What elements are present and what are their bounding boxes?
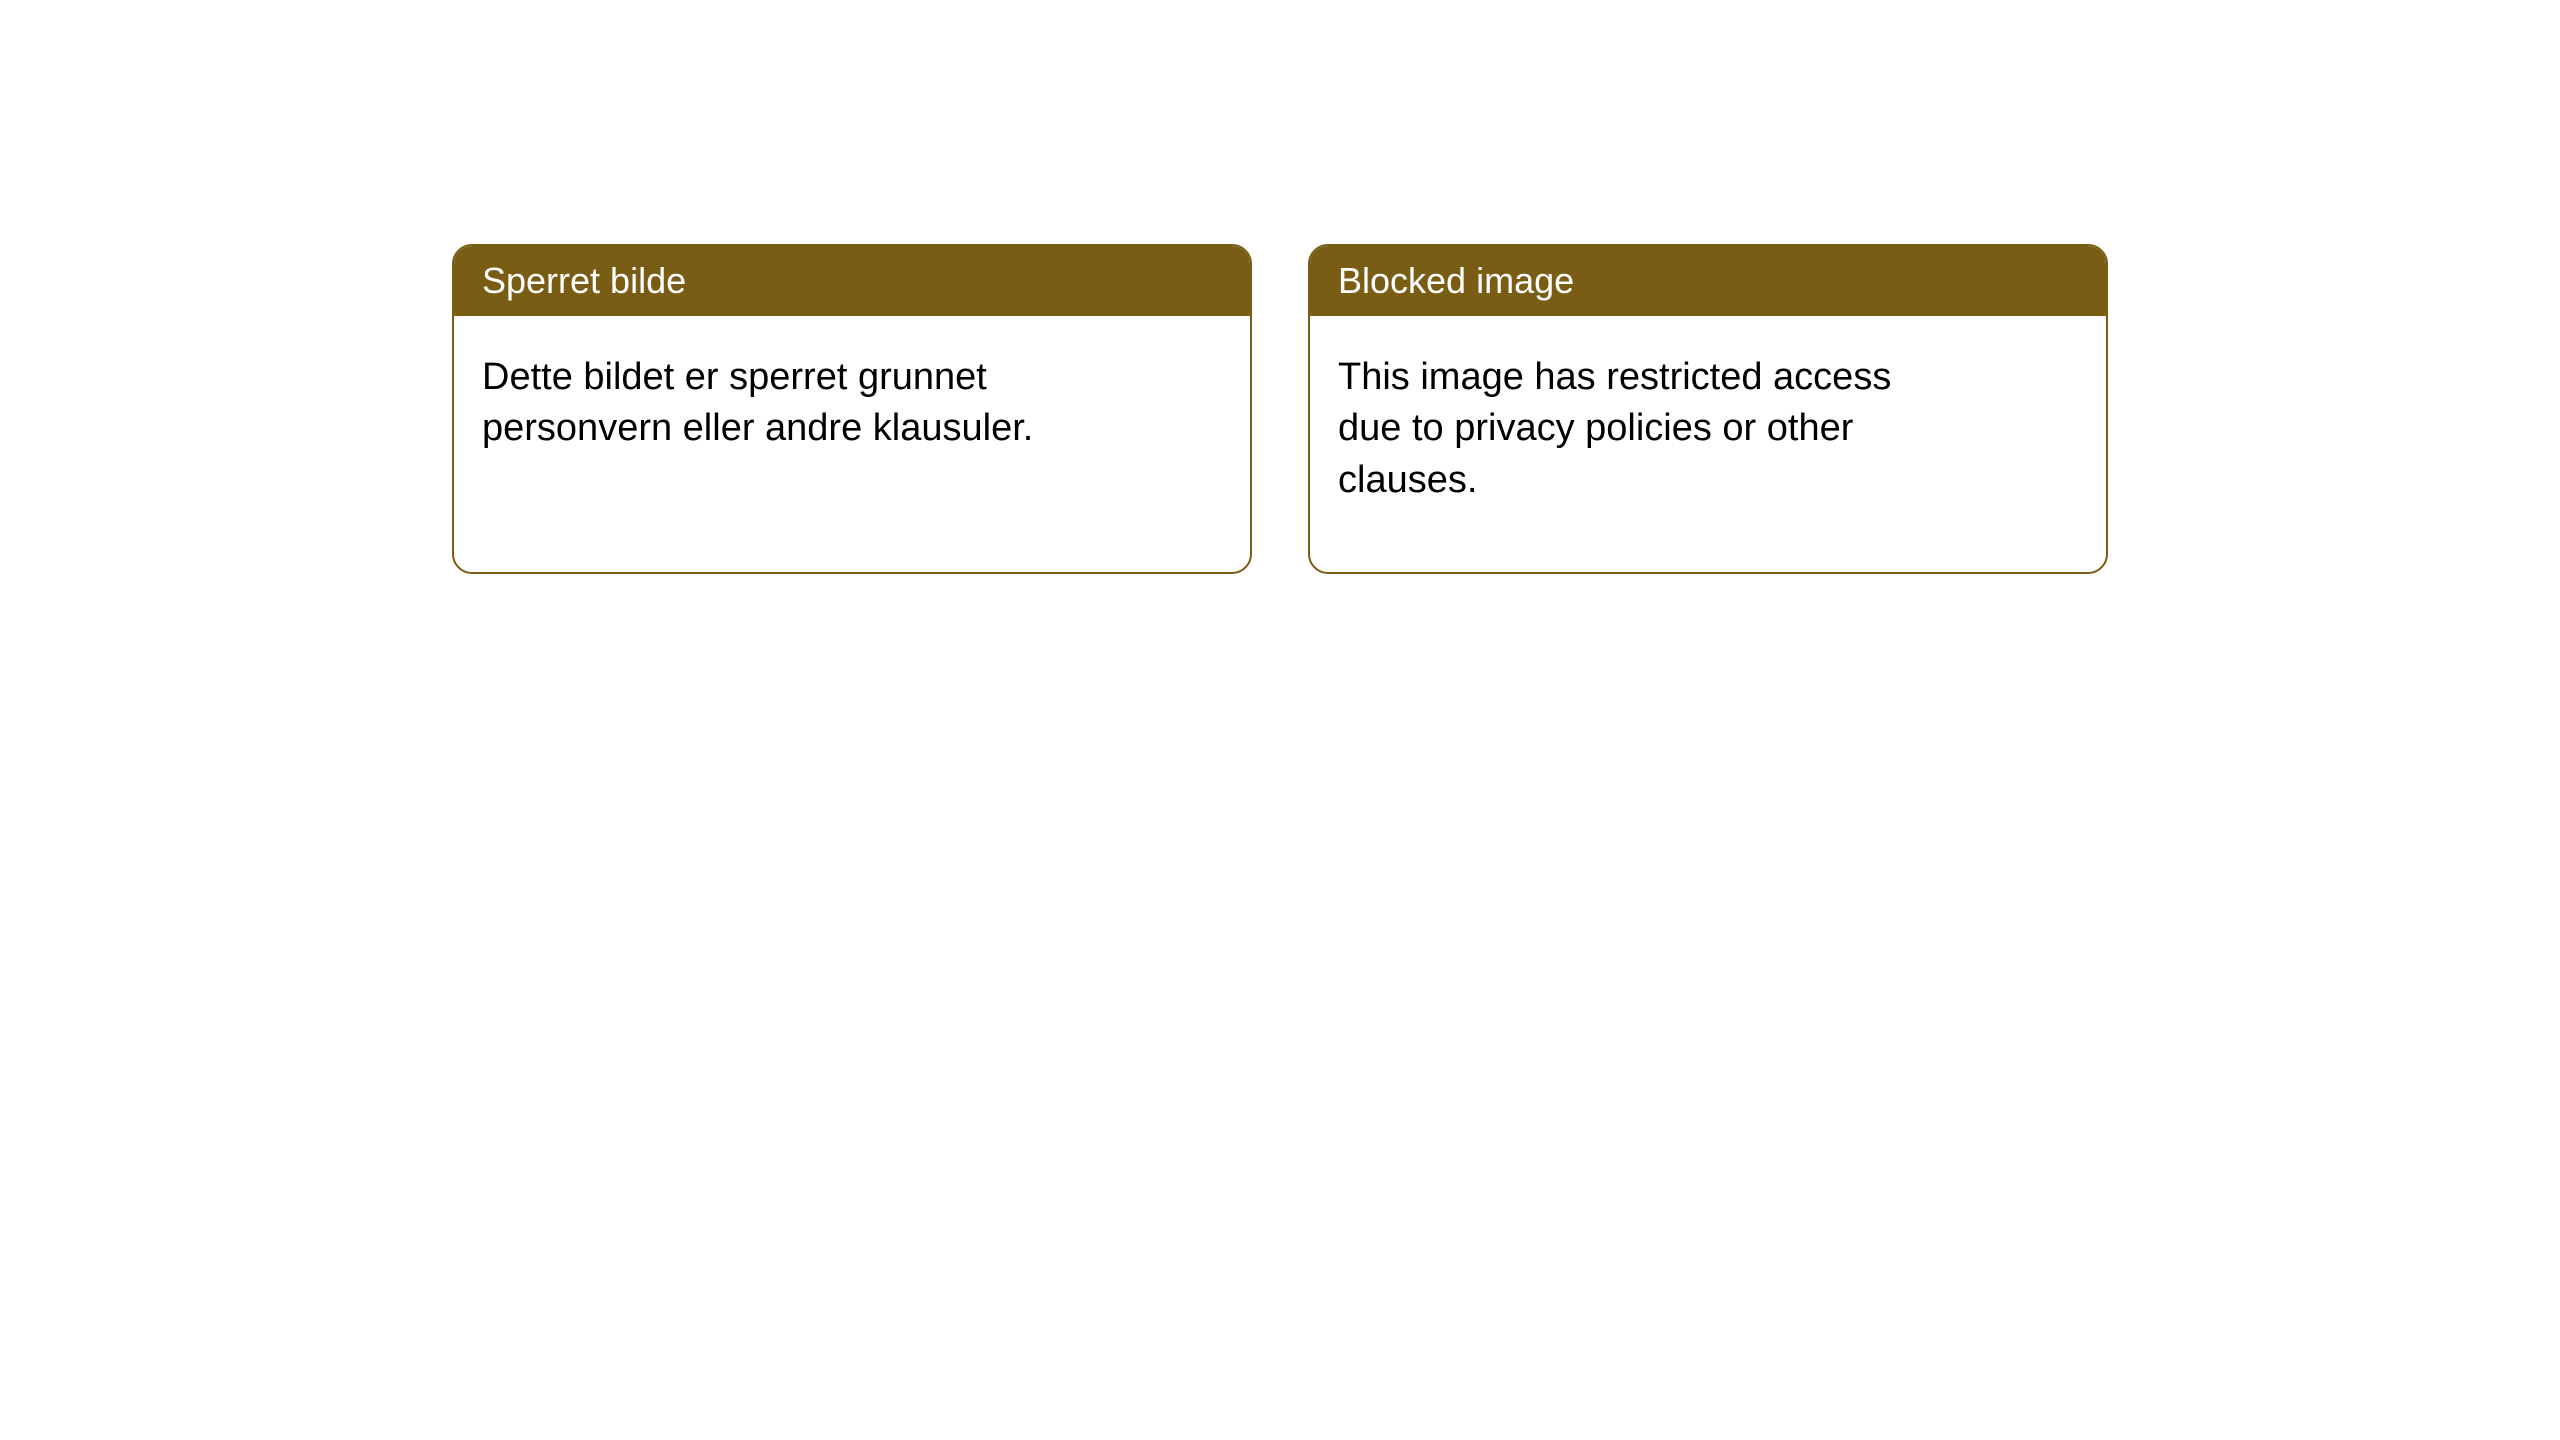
notice-card-header: Blocked image [1310, 246, 2106, 316]
notice-title: Sperret bilde [482, 260, 686, 301]
notice-message: This image has restricted access due to … [1338, 356, 1891, 501]
notice-message: Dette bildet er sperret grunnet personve… [482, 356, 1033, 449]
notice-card-body: Dette bildet er sperret grunnet personve… [454, 316, 1134, 491]
notice-title: Blocked image [1338, 260, 1574, 301]
notice-card-body: This image has restricted access due to … [1310, 316, 1990, 542]
notice-card-norwegian: Sperret bilde Dette bildet er sperret gr… [452, 244, 1252, 574]
notice-card-english: Blocked image This image has restricted … [1308, 244, 2108, 574]
notice-card-header: Sperret bilde [454, 246, 1250, 316]
notice-container: Sperret bilde Dette bildet er sperret gr… [452, 244, 2108, 1440]
